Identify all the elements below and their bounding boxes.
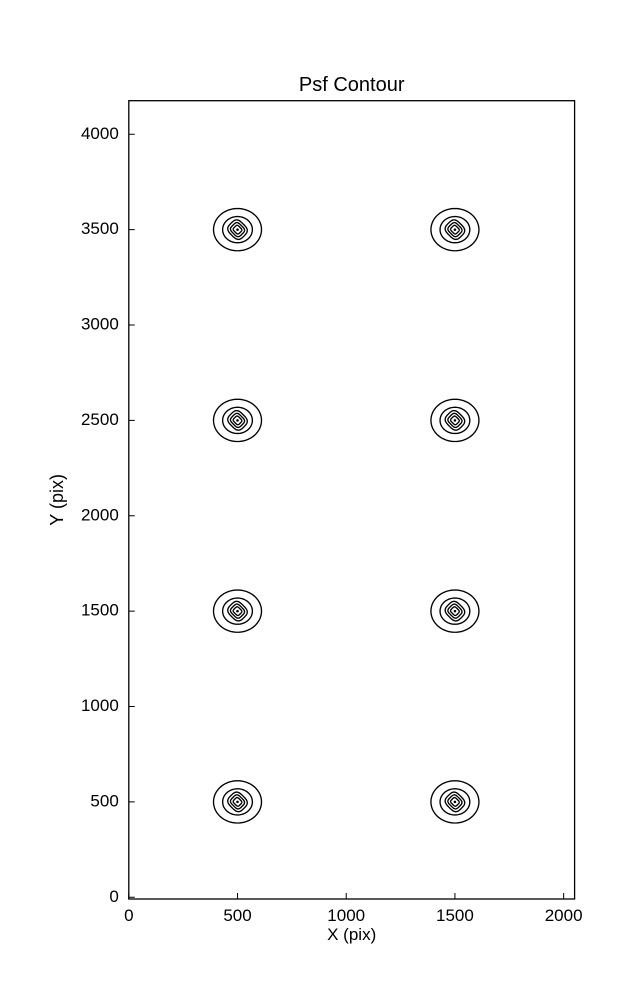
svg-text:1500: 1500 — [436, 906, 474, 925]
svg-text:500: 500 — [223, 906, 251, 925]
svg-text:2000: 2000 — [545, 906, 583, 925]
svg-text:0: 0 — [124, 906, 133, 925]
svg-text:Psf Contour: Psf Contour — [299, 74, 405, 96]
svg-text:1000: 1000 — [327, 906, 365, 925]
svg-text:Y (pix): Y (pix) — [47, 474, 67, 526]
svg-text:1000: 1000 — [81, 696, 119, 715]
svg-text:3500: 3500 — [81, 219, 119, 238]
svg-text:1500: 1500 — [81, 601, 119, 620]
svg-text:X (pix): X (pix) — [327, 925, 376, 944]
svg-text:500: 500 — [90, 791, 118, 810]
svg-text:4000: 4000 — [81, 124, 119, 143]
svg-text:0: 0 — [109, 887, 118, 906]
svg-text:2500: 2500 — [81, 410, 119, 429]
svg-text:3000: 3000 — [81, 315, 119, 334]
svg-text:2000: 2000 — [81, 505, 119, 524]
